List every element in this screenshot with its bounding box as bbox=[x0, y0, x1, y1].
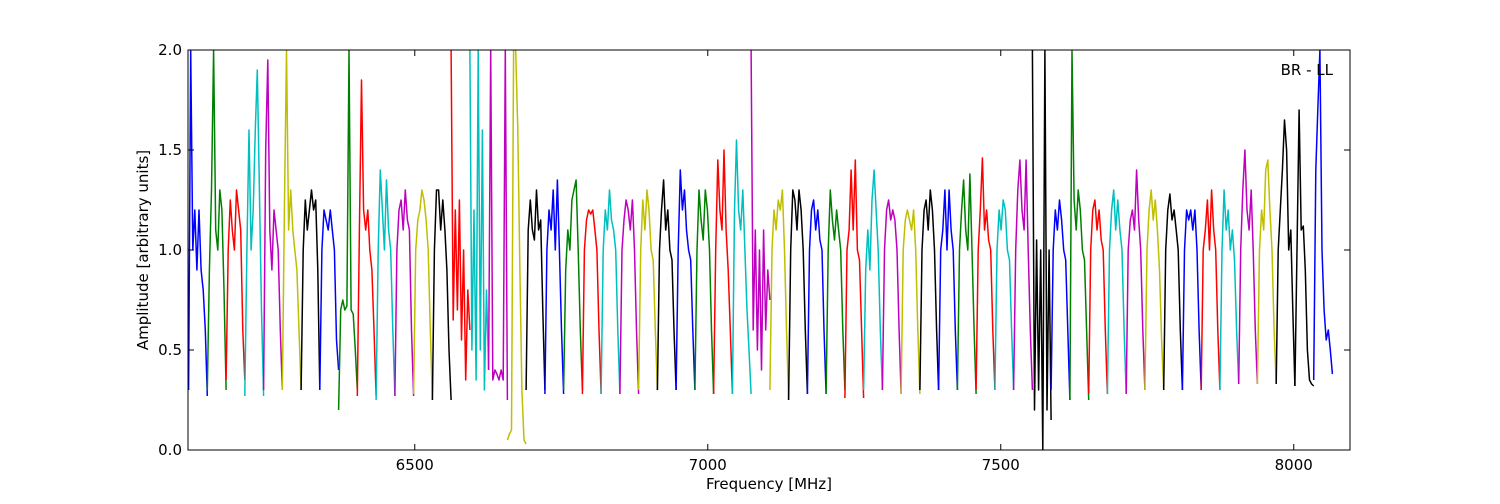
y-axis: 0.0 0.5 1.0 1.5 2.0 bbox=[158, 41, 1350, 459]
y-tick-label: 0.5 bbox=[158, 341, 182, 359]
spectral-window-line-47 bbox=[1069, 50, 1090, 401]
spectral-window-line-31 bbox=[769, 189, 790, 401]
spectral-window-line-28 bbox=[712, 149, 734, 395]
spectral-window-line-43 bbox=[994, 199, 1015, 391]
spectral-window-line-48 bbox=[1087, 199, 1109, 395]
spectral-window-line-25 bbox=[656, 179, 677, 391]
spectral-window-line-36 bbox=[862, 169, 884, 391]
spectral-window-line-58 bbox=[1275, 119, 1296, 387]
spectral-window-line-20 bbox=[562, 179, 584, 391]
spectral-window-line-33 bbox=[806, 199, 827, 395]
plot-annotation: BR - LL bbox=[1281, 61, 1334, 79]
spectral-window-line-7 bbox=[319, 209, 340, 391]
spectral-window-line-2 bbox=[225, 189, 246, 381]
spectral-window-line-13 bbox=[431, 189, 452, 401]
spectral-window-line-6 bbox=[300, 189, 321, 391]
y-tick-label: 2.0 bbox=[158, 41, 182, 59]
spectral-window-line-39 bbox=[919, 189, 940, 391]
spectral-window-line-9 bbox=[356, 79, 377, 397]
spectral-window-line-52 bbox=[1162, 193, 1184, 391]
spectral-window-line-54 bbox=[1200, 189, 1221, 391]
spectral-window-line-14 bbox=[450, 50, 471, 381]
x-tick-label: 6500 bbox=[396, 456, 434, 474]
spectral-window-line-60 bbox=[1312, 50, 1334, 381]
spectral-window-line-35 bbox=[844, 159, 865, 399]
spectral-window-line-41 bbox=[956, 173, 977, 395]
spectral-window-line-10 bbox=[375, 169, 396, 401]
spectral-window-line-17 bbox=[506, 50, 527, 445]
spectral-window-line-42 bbox=[975, 157, 996, 391]
spectral-window-line-16 bbox=[487, 50, 509, 401]
spectral-window-line-46 bbox=[1050, 199, 1071, 401]
spectral-window-line-23 bbox=[619, 199, 640, 395]
x-tick-label: 8000 bbox=[1275, 456, 1313, 474]
spectral-window-line-8 bbox=[337, 50, 359, 411]
y-tick-label: 1.5 bbox=[158, 141, 182, 159]
y-tick-label: 1.0 bbox=[158, 241, 182, 259]
spectral-window-line-45 bbox=[1031, 50, 1052, 450]
spectral-window-line-3 bbox=[244, 69, 265, 397]
spectral-window-line-21 bbox=[581, 209, 602, 395]
spectral-window-line-0 bbox=[188, 50, 209, 397]
spectral-window-line-38 bbox=[900, 209, 921, 395]
spectral-window-line-59 bbox=[1294, 109, 1315, 387]
spectral-window-line-29 bbox=[731, 139, 752, 395]
spectral-window-line-30 bbox=[750, 50, 771, 371]
spectral-window-line-11 bbox=[394, 189, 415, 397]
x-tick-label: 7000 bbox=[689, 456, 727, 474]
spectral-window-line-34 bbox=[825, 189, 846, 395]
y-tick-label: 0.0 bbox=[158, 441, 182, 459]
spectral-window-line-5 bbox=[281, 50, 302, 391]
spectral-window-line-1 bbox=[206, 50, 227, 391]
spectral-window-line-4 bbox=[262, 59, 284, 391]
spectral-window-line-26 bbox=[675, 169, 696, 391]
spectral-window-line-22 bbox=[600, 189, 621, 395]
spectral-window-line-44 bbox=[1012, 159, 1034, 391]
spectral-window-line-37 bbox=[881, 199, 902, 395]
x-axis-label: Frequency [MHz] bbox=[706, 475, 832, 493]
spectral-window-line-57 bbox=[1256, 159, 1277, 385]
x-tick-label: 7500 bbox=[982, 456, 1020, 474]
spectral-window-lines bbox=[188, 50, 1334, 450]
y-axis-label: Amplitude [arbitrary units] bbox=[134, 150, 152, 350]
spectral-window-line-40 bbox=[937, 189, 959, 391]
spectral-window-line-12 bbox=[412, 189, 434, 401]
spectral-window-line-56 bbox=[1237, 149, 1259, 385]
spectral-window-line-15 bbox=[469, 50, 490, 391]
x-axis: 6500 7000 7500 8000 bbox=[396, 50, 1313, 474]
spectral-window-line-18 bbox=[525, 189, 546, 391]
spectral-window-line-50 bbox=[1125, 169, 1146, 395]
spectral-window-line-24 bbox=[637, 189, 659, 391]
spectral-window-line-53 bbox=[1181, 209, 1202, 391]
spectral-window-line-32 bbox=[787, 189, 809, 401]
spectral-window-line-49 bbox=[1106, 189, 1127, 395]
spectral-window-line-55 bbox=[1219, 189, 1240, 391]
spectral-window-line-27 bbox=[694, 189, 715, 395]
spectral-window-line-51 bbox=[1144, 189, 1165, 391]
spectral-window-line-19 bbox=[544, 179, 565, 395]
